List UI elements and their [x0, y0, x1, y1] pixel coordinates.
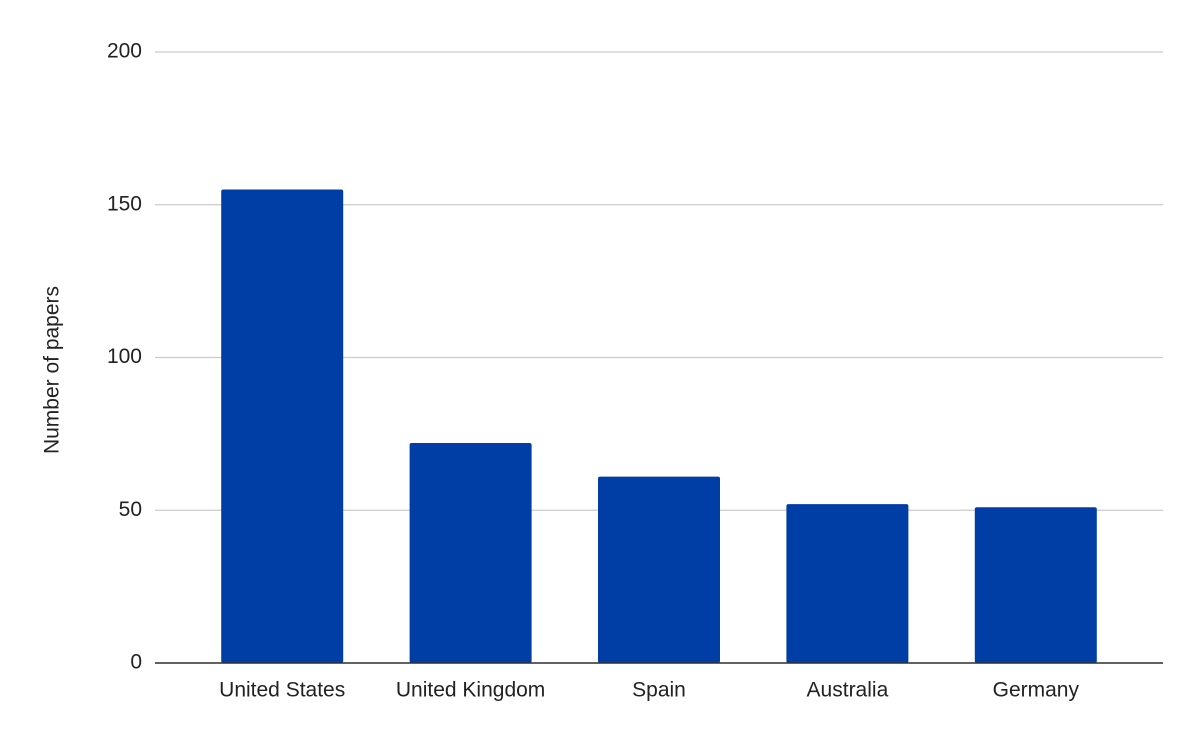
bar [974, 507, 1097, 663]
y-tick-label: 100 [107, 345, 142, 368]
x-tick-label: United States [219, 679, 345, 702]
bar [786, 504, 909, 663]
bar [409, 443, 532, 663]
y-tick-label: 150 [107, 192, 142, 215]
x-tick-label: United Kingdom [396, 679, 545, 702]
x-tick-label: Australia [807, 679, 889, 702]
y-tick-label: 50 [119, 498, 142, 521]
y-tick-label: 200 [107, 40, 142, 63]
y-tick-label: 0 [130, 651, 142, 674]
x-tick-label: Spain [632, 679, 686, 702]
bar [221, 189, 344, 663]
bar [598, 476, 720, 663]
y-axis-label: Number of papers [41, 286, 64, 454]
x-tick-label: Germany [993, 679, 1080, 702]
